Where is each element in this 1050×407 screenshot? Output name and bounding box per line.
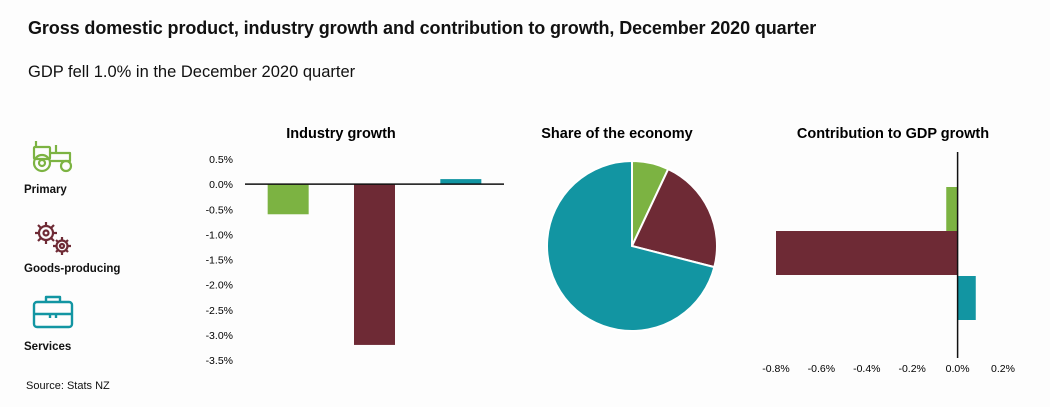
legend-label-services: Services	[24, 341, 72, 353]
y-tick-label: 0.0%	[209, 179, 233, 191]
gears-icon	[28, 218, 84, 263]
legend-label-goods: Goods-producing	[24, 263, 121, 275]
y-tick-label: -2.0%	[206, 280, 233, 292]
x-tick-label: -0.6%	[808, 363, 835, 375]
y-tick-label: -1.0%	[206, 229, 233, 241]
source-note: Source: Stats NZ	[26, 380, 110, 392]
share-of-economy-title: Share of the economy	[541, 126, 692, 142]
x-tick-label: 0.0%	[946, 363, 970, 375]
hbar-services	[957, 276, 976, 320]
hbar-goods	[776, 231, 958, 275]
bar-services	[440, 179, 482, 185]
y-tick-label: -0.5%	[206, 204, 233, 216]
y-tick-label: -1.5%	[206, 255, 233, 267]
contribution-chart: Contribution to GDP growth -0.8% -0.6% -0.…	[762, 126, 1015, 375]
industry-growth-chart: Industry growth 0.5% 0.0% -0.5% -1.0% -1.5% -…	[206, 126, 504, 367]
chart-subtitle: GDP fell 1.0% in the December 2020 quart…	[28, 63, 356, 81]
x-tick-label: 0.2%	[991, 363, 1015, 375]
y-tick-label: 0.5%	[209, 154, 233, 166]
bar-goods	[354, 184, 395, 345]
contribution-title: Contribution to GDP growth	[797, 126, 989, 142]
hbar-primary	[946, 187, 958, 231]
x-tick-label: -0.4%	[853, 363, 880, 375]
y-tick-label: -3.5%	[206, 355, 233, 367]
y-tick-label: -3.0%	[206, 330, 233, 342]
share-of-economy-chart: Share of the economy	[541, 126, 718, 332]
legend-label-primary: Primary	[24, 184, 67, 196]
briefcase-icon	[28, 292, 84, 337]
pie-slice-goods	[630, 167, 718, 269]
tractor-icon	[28, 135, 84, 180]
bar-primary	[267, 184, 309, 215]
chart-title: Gross domestic product, industry growth …	[28, 18, 817, 38]
x-tick-label: -0.2%	[898, 363, 925, 375]
industry-growth-title: Industry growth	[286, 126, 396, 142]
y-tick-label: -2.5%	[206, 305, 233, 317]
x-tick-label: -0.8%	[762, 363, 789, 375]
pie-slice-services	[546, 159, 716, 332]
